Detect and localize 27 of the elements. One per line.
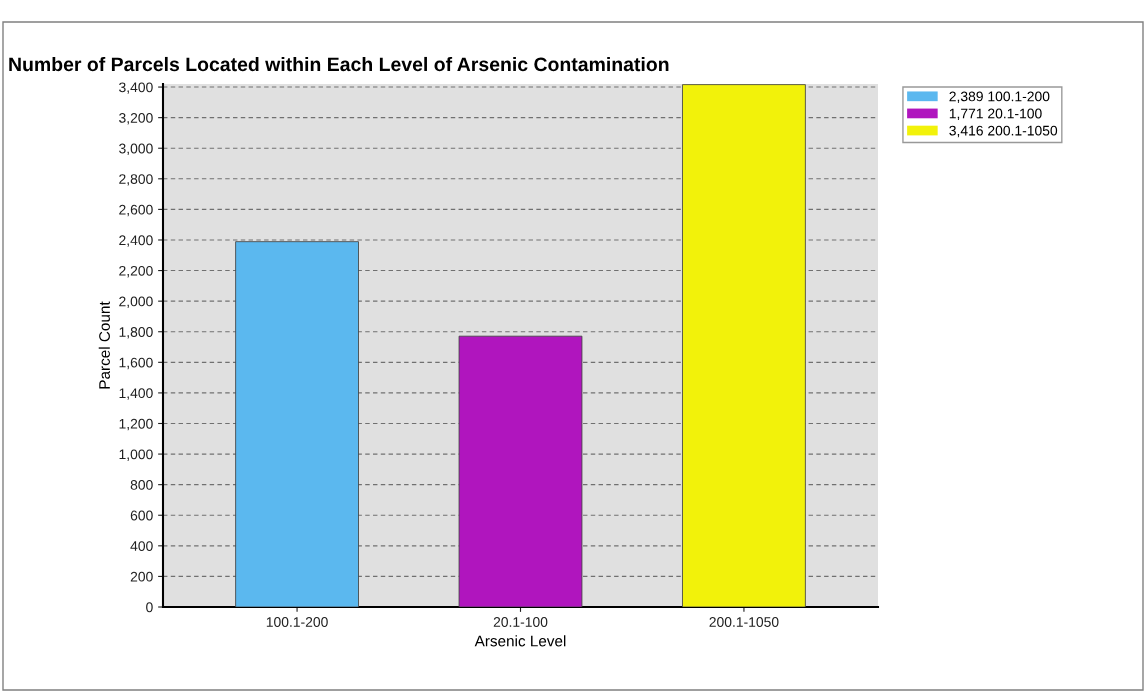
legend-label: 1,771 20.1-100 (949, 108, 1042, 121)
y-tick-label: 2,200 (119, 265, 153, 278)
y-tick-label: 3,000 (119, 143, 153, 156)
y-tick-label: 1,600 (119, 357, 153, 370)
y-tick-label: 1,800 (119, 327, 153, 339)
y-tick-label: 3,200 (119, 112, 153, 125)
y-tick-label: 400 (130, 541, 153, 551)
y-tick-label: 0 (146, 602, 153, 613)
x-axis-title: Arsenic Level (474, 635, 566, 647)
y-tick-label: 2,400 (119, 235, 153, 247)
y-tick-label: 3,400 (119, 82, 153, 94)
y-tick-label: 200 (130, 571, 153, 582)
x-tick-label: 20.1-100 (493, 617, 548, 627)
legend-label: 3,416 200.1-1050 (949, 125, 1058, 138)
y-tick-label: 2,800 (119, 174, 153, 186)
y-tick-label: 2,000 (119, 296, 153, 308)
y-tick-label: 1,400 (119, 388, 153, 400)
x-tick-label: 200.1-1050 (709, 617, 779, 627)
y-tick-label: 2,600 (119, 204, 153, 217)
legend-label: 2,389 100.1-200 (949, 91, 1050, 103)
y-tick-label: 1,000 (119, 449, 153, 461)
chart-title: Number of Parcels Located within Each Level of Arsenic Contamination (9, 56, 669, 72)
y-tick-label: 1,200 (119, 418, 153, 431)
y-tick-label: 800 (130, 480, 153, 490)
x-tick-label: 100.1-200 (266, 617, 328, 627)
y-tick-label: 600 (130, 510, 153, 521)
y-axis-title: Parcel Count (98, 301, 110, 389)
